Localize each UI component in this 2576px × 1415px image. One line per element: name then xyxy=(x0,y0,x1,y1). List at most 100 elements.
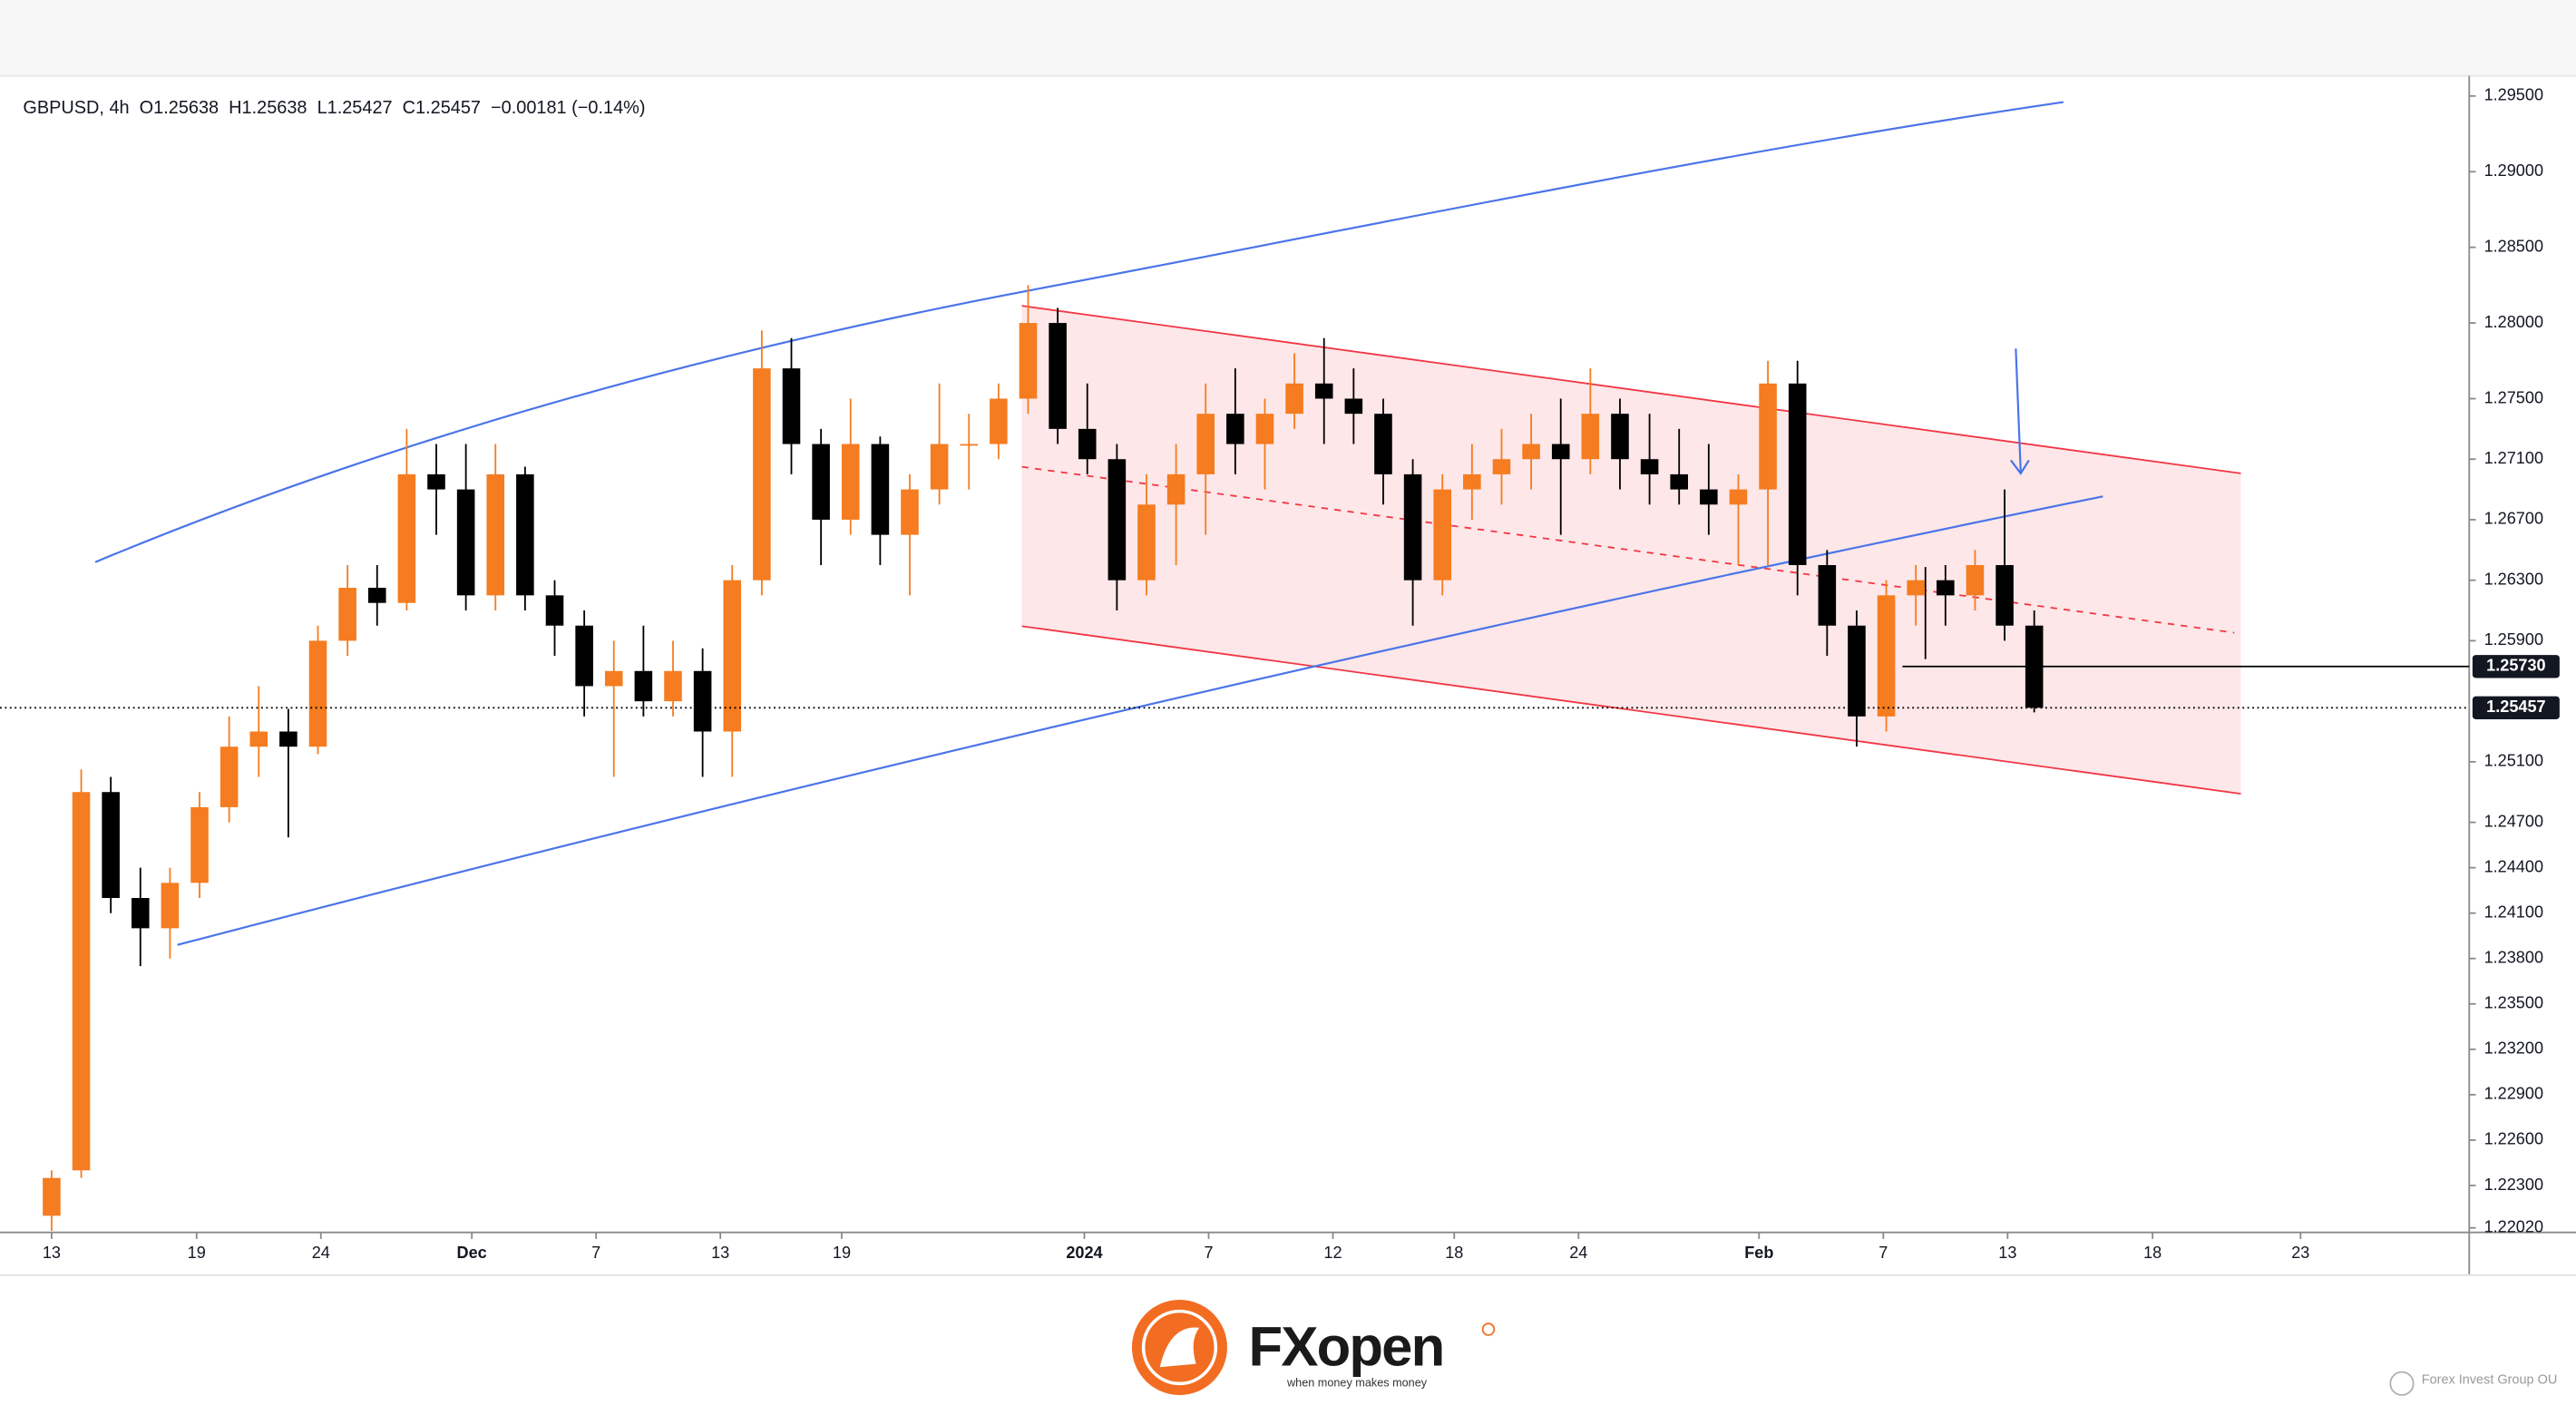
candle-body xyxy=(220,747,239,807)
y-tick-label: 1.25100 xyxy=(2484,752,2543,770)
price-level-box xyxy=(2472,655,2560,678)
y-tick-label: 1.26300 xyxy=(2484,570,2543,588)
chart-title: GBPUSD, 4h O1.25638 H1.25638 L1.25427 C1… xyxy=(23,98,645,118)
candle-body xyxy=(604,670,623,687)
candle xyxy=(2025,610,2044,713)
candle xyxy=(990,383,1008,460)
footer: FXopen when money makes money Forex Inve… xyxy=(1131,1299,2557,1396)
candle-body xyxy=(1492,459,1511,474)
candle-body xyxy=(1049,323,1067,429)
candle xyxy=(1285,353,1303,429)
candle xyxy=(1551,398,1570,535)
candle xyxy=(131,867,150,967)
candle xyxy=(1107,444,1127,611)
candle xyxy=(1759,360,1777,565)
candle-body xyxy=(1670,473,1689,490)
arrow-shaft xyxy=(2015,348,2022,473)
candle-body xyxy=(575,625,593,687)
candle-body xyxy=(1995,564,2014,626)
candle-body xyxy=(1344,398,1363,415)
x-tick-label: 18 xyxy=(1445,1244,1463,1262)
candle-body xyxy=(1937,580,1955,596)
candle-body xyxy=(753,368,771,581)
price-level-label: 1.25457 xyxy=(2486,698,2545,716)
candle xyxy=(72,769,91,1178)
candle-body xyxy=(72,792,91,1171)
candle-body xyxy=(812,444,830,520)
candle-body xyxy=(1611,414,1629,460)
candle-body xyxy=(1551,444,1570,460)
candle xyxy=(1019,285,1038,415)
y-tick-label: 1.27500 xyxy=(2484,388,2543,406)
candle xyxy=(1995,489,2014,641)
channel-bottom xyxy=(1021,625,2241,795)
candle xyxy=(930,383,949,505)
y-tick-label: 1.23200 xyxy=(2484,1039,2543,1058)
x-tick-label: 24 xyxy=(312,1244,330,1262)
candle-body xyxy=(1788,383,1807,565)
x-tick-label: 19 xyxy=(188,1244,206,1262)
candle-body xyxy=(1700,489,1718,505)
candle-body xyxy=(1818,564,1837,626)
candle xyxy=(1344,368,1363,444)
candle xyxy=(1581,368,1600,474)
brand: FXopen xyxy=(1249,1315,1444,1378)
candle-body xyxy=(367,588,386,603)
candle xyxy=(1166,444,1186,565)
candle xyxy=(1937,564,1955,626)
candle-body xyxy=(1403,473,1422,581)
candles xyxy=(43,285,2044,1232)
candle-body xyxy=(634,670,653,702)
upper-curve xyxy=(94,101,2064,563)
candle xyxy=(102,776,120,913)
candle-body xyxy=(1581,414,1600,460)
candle-body xyxy=(516,473,534,596)
y-tick-label: 1.27100 xyxy=(2484,449,2543,467)
candle xyxy=(367,564,386,626)
y-tick-label: 1.25900 xyxy=(2484,630,2543,649)
candle-body xyxy=(1166,473,1186,505)
candle-body xyxy=(1019,323,1038,399)
candle xyxy=(1492,428,1511,505)
candle xyxy=(249,686,268,777)
candle-body xyxy=(161,883,180,929)
candle-body xyxy=(1196,414,1215,474)
lower-curve xyxy=(177,495,2103,946)
candle-body xyxy=(43,1177,61,1216)
x-tick-label: 7 xyxy=(1878,1244,1888,1262)
candle xyxy=(338,564,356,657)
x-tick-label: 23 xyxy=(2291,1244,2309,1262)
candle-body xyxy=(1226,414,1244,444)
candle xyxy=(308,625,327,755)
registered-mark xyxy=(1481,1322,1496,1336)
candle xyxy=(664,640,682,717)
candle xyxy=(1818,550,1837,657)
x-tick-label: 19 xyxy=(833,1244,851,1262)
candle-body xyxy=(397,473,416,603)
price-level-box xyxy=(2472,696,2560,719)
x-tick-label: 24 xyxy=(1569,1244,1587,1262)
price-level-label: 1.25730 xyxy=(2486,657,2545,675)
candle-body xyxy=(723,580,742,732)
candle xyxy=(220,716,239,823)
x-tick-label: Feb xyxy=(1744,1244,1773,1262)
candle xyxy=(1049,307,1067,444)
y-tick-label: 1.26700 xyxy=(2484,510,2543,528)
y-tick-label: 1.24700 xyxy=(2484,812,2543,830)
y-tick-label: 1.22600 xyxy=(2484,1130,2543,1148)
candle xyxy=(427,444,445,535)
candle-body xyxy=(1463,473,1481,490)
candle-body xyxy=(279,731,298,747)
candle xyxy=(545,580,564,657)
candle-body xyxy=(1966,564,1985,596)
candle xyxy=(753,330,771,596)
candle-body xyxy=(249,731,268,747)
candle xyxy=(1907,564,1925,626)
candle-body xyxy=(693,670,712,732)
candle-body xyxy=(102,792,120,899)
candle xyxy=(1522,414,1540,490)
x-tick-label: 7 xyxy=(1204,1244,1213,1262)
axes: 1.29500 1.29000 1.28500 1.28000 1.27500 1.271… xyxy=(0,86,2560,1262)
candle xyxy=(1255,398,1274,490)
x-tick-label: 2024 xyxy=(1066,1244,1102,1262)
